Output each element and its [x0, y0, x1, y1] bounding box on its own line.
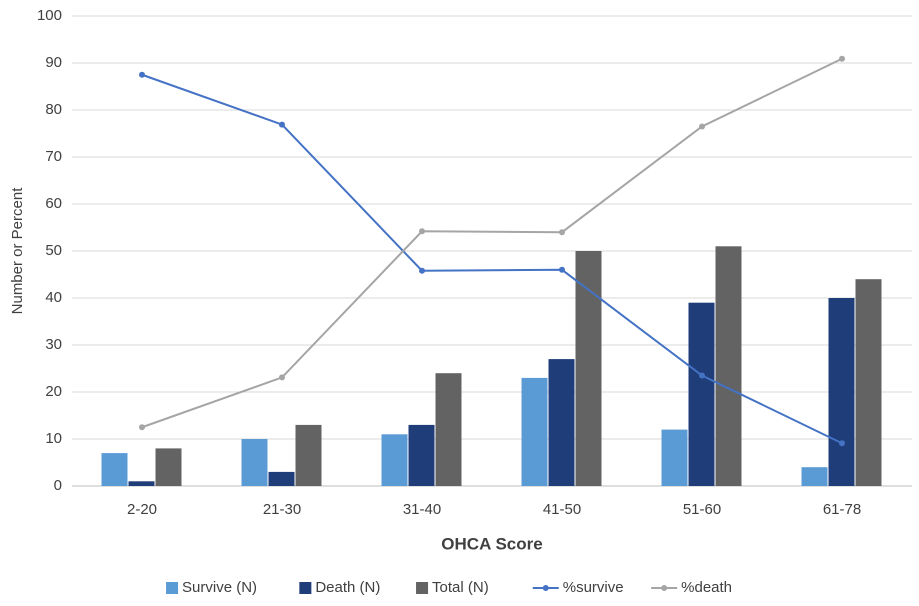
line-point: [279, 121, 285, 128]
bar: [101, 453, 128, 486]
y-tick-label: 30: [45, 336, 62, 353]
bar: [295, 424, 322, 486]
x-tick-label: 21-30: [263, 501, 301, 518]
y-tick-label: 100: [37, 7, 62, 24]
bar: [268, 471, 295, 486]
y-tick-label: 90: [45, 54, 62, 71]
bar: [548, 359, 575, 486]
bar: [128, 481, 155, 486]
legend-swatch-dot: [661, 585, 668, 591]
y-tick-label: 0: [54, 477, 62, 494]
bar: [408, 424, 435, 486]
legend-label: Death (N): [315, 579, 380, 596]
line-point: [279, 374, 285, 381]
legend-swatch-dot: [542, 585, 549, 591]
line: [141, 57, 843, 429]
line-point: [419, 228, 425, 235]
bar: [575, 251, 602, 486]
line: [141, 73, 843, 445]
bar: [435, 373, 462, 486]
x-tick-label: 41-50: [543, 501, 581, 518]
y-tick-label: 60: [45, 195, 62, 212]
legend-swatch: [166, 582, 179, 594]
bar: [241, 439, 268, 486]
bar: [661, 429, 688, 486]
line-point: [559, 229, 565, 236]
line-point: [139, 71, 145, 78]
y-axis-title: Number or Percent: [9, 187, 26, 315]
x-tick-label: 31-40: [403, 501, 441, 518]
bar: [521, 377, 548, 486]
line-point: [419, 267, 425, 274]
bar: [828, 298, 855, 486]
legend-label: Total (N): [432, 579, 489, 596]
x-tick-label: 61-78: [823, 501, 861, 518]
x-tick-label: 2-20: [127, 501, 157, 518]
legend-label: %death: [681, 579, 732, 596]
line-point: [559, 266, 565, 273]
line-point: [139, 424, 145, 431]
y-tick-label: 50: [45, 242, 62, 259]
bar: [381, 434, 408, 486]
y-tick-label: 10: [45, 430, 62, 447]
bar: [801, 467, 828, 486]
legend-swatch: [416, 582, 429, 594]
bar: [715, 246, 742, 486]
line-point: [839, 440, 845, 447]
bar: [688, 302, 715, 486]
y-tick-label: 80: [45, 101, 62, 118]
line-point: [699, 372, 705, 379]
x-axis-title: OHCA Score: [441, 534, 542, 553]
legend-swatch: [299, 582, 312, 594]
line-point: [699, 123, 705, 130]
y-tick-label: 70: [45, 148, 62, 165]
x-tick-label: 51-60: [683, 501, 721, 518]
bar: [155, 448, 182, 486]
line-point: [839, 55, 845, 62]
legend-label: Survive (N): [182, 579, 257, 596]
y-tick-label: 40: [45, 289, 62, 306]
legend-label: %survive: [563, 579, 624, 596]
y-tick-label: 20: [45, 383, 62, 400]
bar: [855, 279, 882, 486]
